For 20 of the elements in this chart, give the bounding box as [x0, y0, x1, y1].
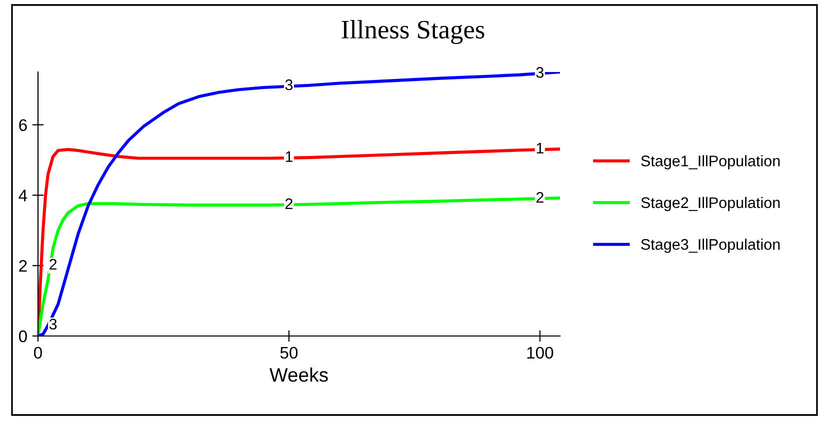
legend-label: Stage3_IllPopulation [641, 238, 780, 253]
y-tick-label: 0 [18, 330, 27, 342]
annotation: 3 [49, 318, 57, 330]
x-tick-label: 0 [34, 346, 42, 359]
annotation: 2 [536, 192, 544, 203]
y-tick-label: 2 [19, 260, 27, 272]
legend-label: Stage1_IllPopulation [641, 155, 780, 170]
legend-label: Stage2_IllPopulation [641, 196, 780, 212]
x-axis-title: Weeks [270, 368, 328, 382]
annotation: 1 [286, 151, 292, 162]
y-tick-label: 4 [18, 190, 28, 202]
annotation: 3 [285, 79, 293, 90]
annotation: 1 [536, 142, 544, 154]
x-tick-label: 50 [280, 346, 298, 359]
chart-title: Illness Stages [342, 20, 484, 44]
annotation: 3 [536, 67, 544, 78]
annotation: 2 [285, 198, 292, 210]
y-tick-label: 6 [19, 119, 27, 132]
annotation: 2 [50, 258, 57, 270]
x-tick-label: 100 [527, 346, 554, 359]
